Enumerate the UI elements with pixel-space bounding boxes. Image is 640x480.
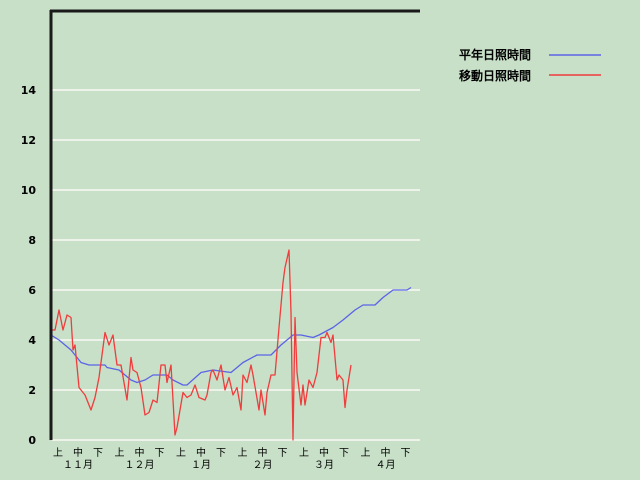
legend-label-moving: 移動日照時間 xyxy=(459,68,531,83)
x-period-label: 中 xyxy=(319,446,329,459)
y-tick-label: 12 xyxy=(21,134,36,147)
y-tick-label: 14 xyxy=(21,84,37,97)
x-period-label: 中 xyxy=(135,446,145,459)
x-period-label: 上 xyxy=(53,447,63,459)
x-period-label: 上 xyxy=(361,447,371,459)
x-month-label: ２月 xyxy=(253,459,273,471)
x-period-label: 下 xyxy=(155,448,165,459)
y-tick-label: 0 xyxy=(28,434,36,447)
x-month-label: ４月 xyxy=(376,459,396,471)
x-month-label: １２月 xyxy=(125,459,155,471)
y-tick-label: 4 xyxy=(28,334,36,347)
x-period-label: 下 xyxy=(401,448,411,459)
x-period-label: 中 xyxy=(381,446,391,459)
x-period-label: 下 xyxy=(216,448,226,459)
x-period-label: 上 xyxy=(115,447,125,459)
x-period-label: 中 xyxy=(258,446,268,459)
x-period-label: 中 xyxy=(196,446,206,459)
y-tick-label: 10 xyxy=(21,184,37,197)
legend: 平年日照時間 移動日照時間 xyxy=(459,47,601,83)
series-lines xyxy=(50,249,412,441)
y-tick-label: 6 xyxy=(28,284,36,297)
legend-label-normal: 平年日照時間 xyxy=(459,47,531,62)
x-period-label: 上 xyxy=(238,447,248,459)
x-month-label: １１月 xyxy=(63,459,93,471)
y-tick-label: 2 xyxy=(28,384,36,397)
x-period-label: 上 xyxy=(299,447,309,459)
x-axis-ticks: 上中下１１月上中下１２月上中下１月上中下２月上中下３月上中下４月 xyxy=(53,446,411,471)
y-tick-label: 8 xyxy=(28,234,36,247)
x-month-label: １月 xyxy=(191,459,211,471)
series-line-1 xyxy=(50,249,352,441)
x-period-label: 中 xyxy=(73,446,83,459)
y-axis-ticks: 0 2 4 6 8 10 12 14 xyxy=(21,84,37,447)
gridlines xyxy=(52,89,420,441)
x-month-label: ３月 xyxy=(314,459,334,471)
x-period-label: 下 xyxy=(93,448,103,459)
x-period-label: 上 xyxy=(176,447,186,459)
x-period-label: 下 xyxy=(278,448,288,459)
x-period-label: 下 xyxy=(339,448,349,459)
